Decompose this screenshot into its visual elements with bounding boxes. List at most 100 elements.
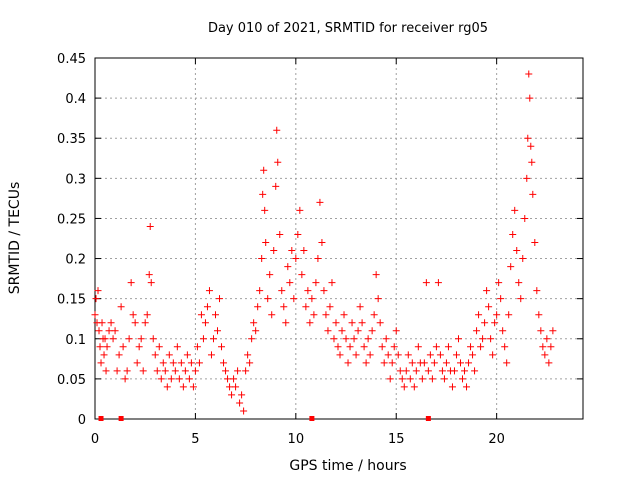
data-point	[175, 375, 183, 383]
data-point	[350, 335, 358, 343]
data-point	[547, 343, 555, 351]
data-point	[316, 198, 324, 206]
data-point	[147, 279, 155, 287]
data-point	[173, 343, 181, 351]
data-point	[392, 327, 400, 335]
data-point	[388, 359, 396, 367]
data-point	[234, 367, 242, 375]
data-point	[463, 383, 471, 391]
data-point	[230, 375, 238, 383]
data-point	[336, 351, 344, 359]
data-point	[328, 279, 336, 287]
data-point	[507, 263, 515, 271]
data-point	[531, 239, 539, 247]
data-point	[143, 311, 151, 319]
data-point	[521, 214, 529, 222]
data-point	[266, 271, 274, 279]
data-point	[159, 359, 167, 367]
data-point	[199, 335, 207, 343]
data-point	[177, 359, 185, 367]
y-tick-label: 0	[78, 413, 86, 428]
data-point	[141, 319, 149, 327]
data-point	[224, 375, 232, 383]
data-point	[207, 351, 215, 359]
data-point	[481, 319, 489, 327]
data-point	[501, 343, 509, 351]
data-point	[228, 391, 236, 399]
axis-ticks: 0 0.05 0.1 0.15 0.2 0.25 0.3 0.35 0.4 0.45 0 5 10 15 2…	[57, 52, 583, 447]
data-point	[376, 319, 384, 327]
data-point	[256, 287, 264, 295]
data-point	[232, 383, 240, 391]
data-point	[497, 295, 505, 303]
data-point	[189, 383, 197, 391]
data-point	[103, 343, 111, 351]
data-point	[308, 295, 316, 303]
data-point	[248, 335, 256, 343]
data-point	[334, 343, 342, 351]
data-point	[226, 383, 234, 391]
data-point	[434, 279, 442, 287]
data-point	[456, 359, 464, 367]
data-point	[165, 351, 173, 359]
data-point	[348, 319, 356, 327]
data-point	[432, 343, 440, 351]
data-point	[364, 335, 372, 343]
data-point	[214, 327, 222, 335]
x-axis-label: GPS time / hours	[289, 458, 406, 474]
y-tick-label: 0.45	[57, 52, 86, 67]
data-point	[400, 383, 408, 391]
data-point	[169, 359, 177, 367]
data-point	[201, 319, 209, 327]
data-point	[238, 391, 246, 399]
data-point	[161, 367, 169, 375]
data-point	[262, 239, 270, 247]
data-point	[131, 319, 139, 327]
data-point	[366, 351, 374, 359]
data-point	[525, 70, 533, 78]
data-point	[274, 158, 282, 166]
data-point	[465, 359, 473, 367]
data-point	[218, 343, 226, 351]
data-point	[250, 319, 258, 327]
data-point	[193, 343, 201, 351]
data-point	[216, 295, 224, 303]
data-point	[135, 343, 143, 351]
data-point	[424, 367, 432, 375]
data-point	[524, 134, 532, 142]
data-point	[284, 263, 292, 271]
data-point	[378, 343, 386, 351]
data-point	[469, 351, 477, 359]
data-point	[183, 351, 191, 359]
x-tick-label: 10	[288, 432, 305, 447]
data-point	[111, 327, 119, 335]
data-point	[398, 375, 406, 383]
data-point	[338, 327, 346, 335]
data-point	[426, 351, 434, 359]
data-point	[155, 343, 163, 351]
data-point	[485, 303, 493, 311]
data-point	[94, 287, 102, 295]
data-point	[394, 351, 402, 359]
data-point	[222, 367, 230, 375]
data-point	[298, 271, 306, 279]
data-point	[408, 359, 416, 367]
data-point	[191, 367, 199, 375]
x-tick-label: 5	[191, 432, 199, 447]
y-tick-label: 0.1	[65, 333, 86, 348]
data-point	[123, 367, 131, 375]
data-point	[211, 311, 219, 319]
data-point	[430, 359, 438, 367]
data-point	[505, 311, 513, 319]
data-point	[386, 375, 394, 383]
data-point	[314, 255, 322, 263]
data-point	[97, 359, 105, 367]
data-point	[292, 255, 300, 263]
data-point	[179, 383, 187, 391]
data-point	[286, 279, 294, 287]
data-point	[346, 343, 354, 351]
data-point	[523, 174, 531, 182]
data-point	[109, 335, 117, 343]
data-point	[503, 359, 511, 367]
data-point	[370, 311, 378, 319]
